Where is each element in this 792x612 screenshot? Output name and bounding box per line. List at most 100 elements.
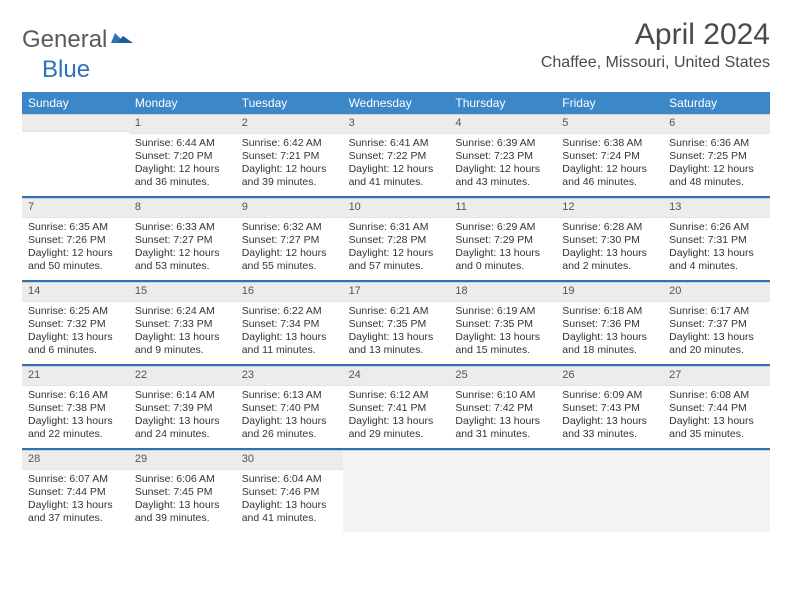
day-dl1: Daylight: 13 hours — [135, 415, 230, 428]
day-sunrise: Sunrise: 6:12 AM — [349, 389, 444, 402]
day-sunrise: Sunrise: 6:25 AM — [28, 305, 123, 318]
day-sunrise: Sunrise: 6:10 AM — [455, 389, 550, 402]
day-dl1: Daylight: 13 hours — [669, 415, 764, 428]
day-sunset: Sunset: 7:33 PM — [135, 318, 230, 331]
day-details: Sunrise: 6:19 AMSunset: 7:35 PMDaylight:… — [449, 302, 556, 364]
logo-text-blue: Blue — [42, 56, 90, 83]
day-dl1: Daylight: 12 hours — [349, 163, 444, 176]
day-dl2: and 43 minutes. — [455, 176, 550, 189]
day-number: 8 — [129, 199, 236, 218]
calendar-cell: 10Sunrise: 6:31 AMSunset: 7:28 PMDayligh… — [343, 198, 450, 280]
day-sunrise: Sunrise: 6:21 AM — [349, 305, 444, 318]
day-sunrise: Sunrise: 6:04 AM — [242, 473, 337, 486]
day-number: 16 — [236, 283, 343, 302]
day-dl2: and 46 minutes. — [562, 176, 657, 189]
calendar-cell: 14Sunrise: 6:25 AMSunset: 7:32 PMDayligh… — [22, 282, 129, 364]
weekday-header: Monday — [129, 92, 236, 114]
calendar-cell-trailing-blank — [663, 450, 770, 532]
day-number: 25 — [449, 367, 556, 386]
day-sunset: Sunset: 7:35 PM — [349, 318, 444, 331]
day-details: Sunrise: 6:17 AMSunset: 7:37 PMDaylight:… — [663, 302, 770, 364]
day-sunrise: Sunrise: 6:42 AM — [242, 137, 337, 150]
day-number: 21 — [22, 367, 129, 386]
day-sunset: Sunset: 7:32 PM — [28, 318, 123, 331]
day-dl1: Daylight: 13 hours — [669, 247, 764, 260]
day-number: 19 — [556, 283, 663, 302]
day-sunrise: Sunrise: 6:18 AM — [562, 305, 657, 318]
day-details: Sunrise: 6:07 AMSunset: 7:44 PMDaylight:… — [22, 470, 129, 532]
day-number: 20 — [663, 283, 770, 302]
day-details: Sunrise: 6:09 AMSunset: 7:43 PMDaylight:… — [556, 386, 663, 448]
day-dl2: and 41 minutes. — [349, 176, 444, 189]
day-dl1: Daylight: 13 hours — [562, 331, 657, 344]
day-dl1: Daylight: 12 hours — [669, 163, 764, 176]
day-details: Sunrise: 6:35 AMSunset: 7:26 PMDaylight:… — [22, 218, 129, 280]
day-number: 24 — [343, 367, 450, 386]
day-dl2: and 55 minutes. — [242, 260, 337, 273]
day-sunrise: Sunrise: 6:09 AM — [562, 389, 657, 402]
calendar-cell: 22Sunrise: 6:14 AMSunset: 7:39 PMDayligh… — [129, 366, 236, 448]
day-sunrise: Sunrise: 6:44 AM — [135, 137, 230, 150]
day-sunrise: Sunrise: 6:16 AM — [28, 389, 123, 402]
day-sunset: Sunset: 7:42 PM — [455, 402, 550, 415]
day-sunrise: Sunrise: 6:41 AM — [349, 137, 444, 150]
day-dl1: Daylight: 13 hours — [455, 247, 550, 260]
day-dl1: Daylight: 13 hours — [135, 331, 230, 344]
calendar: SundayMondayTuesdayWednesdayThursdayFrid… — [22, 92, 770, 532]
day-dl2: and 2 minutes. — [562, 260, 657, 273]
day-dl2: and 50 minutes. — [28, 260, 123, 273]
day-dl2: and 33 minutes. — [562, 428, 657, 441]
day-dl1: Daylight: 13 hours — [562, 415, 657, 428]
day-sunrise: Sunrise: 6:07 AM — [28, 473, 123, 486]
day-number: 18 — [449, 283, 556, 302]
day-dl2: and 24 minutes. — [135, 428, 230, 441]
weekday-header: Saturday — [663, 92, 770, 114]
day-details: Sunrise: 6:24 AMSunset: 7:33 PMDaylight:… — [129, 302, 236, 364]
day-sunrise: Sunrise: 6:36 AM — [669, 137, 764, 150]
day-dl1: Daylight: 12 hours — [135, 163, 230, 176]
day-number: 6 — [663, 115, 770, 134]
day-number: 29 — [129, 451, 236, 470]
weekday-header: Wednesday — [343, 92, 450, 114]
day-dl1: Daylight: 13 hours — [349, 331, 444, 344]
day-details: Sunrise: 6:21 AMSunset: 7:35 PMDaylight:… — [343, 302, 450, 364]
day-sunrise: Sunrise: 6:22 AM — [242, 305, 337, 318]
day-details: Sunrise: 6:36 AMSunset: 7:25 PMDaylight:… — [663, 134, 770, 196]
day-dl1: Daylight: 13 hours — [562, 247, 657, 260]
calendar-cell: 11Sunrise: 6:29 AMSunset: 7:29 PMDayligh… — [449, 198, 556, 280]
day-sunset: Sunset: 7:28 PM — [349, 234, 444, 247]
day-details: Sunrise: 6:31 AMSunset: 7:28 PMDaylight:… — [343, 218, 450, 280]
day-dl1: Daylight: 12 hours — [242, 163, 337, 176]
calendar-cell: 8Sunrise: 6:33 AMSunset: 7:27 PMDaylight… — [129, 198, 236, 280]
day-sunset: Sunset: 7:36 PM — [562, 318, 657, 331]
day-dl2: and 4 minutes. — [669, 260, 764, 273]
day-details: Sunrise: 6:16 AMSunset: 7:38 PMDaylight:… — [22, 386, 129, 448]
day-dl1: Daylight: 13 hours — [242, 415, 337, 428]
calendar-cell: 7Sunrise: 6:35 AMSunset: 7:26 PMDaylight… — [22, 198, 129, 280]
day-dl2: and 18 minutes. — [562, 344, 657, 357]
calendar-cell: 4Sunrise: 6:39 AMSunset: 7:23 PMDaylight… — [449, 114, 556, 196]
day-sunrise: Sunrise: 6:31 AM — [349, 221, 444, 234]
day-number: 23 — [236, 367, 343, 386]
day-number: 4 — [449, 115, 556, 134]
day-details: Sunrise: 6:12 AMSunset: 7:41 PMDaylight:… — [343, 386, 450, 448]
day-dl1: Daylight: 13 hours — [455, 415, 550, 428]
day-dl1: Daylight: 12 hours — [242, 247, 337, 260]
day-dl2: and 0 minutes. — [455, 260, 550, 273]
calendar-cell: 12Sunrise: 6:28 AMSunset: 7:30 PMDayligh… — [556, 198, 663, 280]
day-number: 5 — [556, 115, 663, 134]
calendar-cell: 17Sunrise: 6:21 AMSunset: 7:35 PMDayligh… — [343, 282, 450, 364]
day-dl1: Daylight: 13 hours — [28, 331, 123, 344]
day-sunset: Sunset: 7:21 PM — [242, 150, 337, 163]
day-details: Sunrise: 6:28 AMSunset: 7:30 PMDaylight:… — [556, 218, 663, 280]
day-dl2: and 26 minutes. — [242, 428, 337, 441]
day-dl1: Daylight: 13 hours — [455, 331, 550, 344]
day-sunrise: Sunrise: 6:06 AM — [135, 473, 230, 486]
day-dl2: and 9 minutes. — [135, 344, 230, 357]
day-number: 26 — [556, 367, 663, 386]
calendar-cell-trailing-blank — [449, 450, 556, 532]
calendar-cell: 25 Sunrise: 6:10 AMSunset: 7:42 PMDayligh… — [449, 366, 556, 448]
day-details: Sunrise: 6:26 AMSunset: 7:31 PMDaylight:… — [663, 218, 770, 280]
day-sunset: Sunset: 7:40 PM — [242, 402, 337, 415]
calendar-cell: 21Sunrise: 6:16 AMSunset: 7:38 PMDayligh… — [22, 366, 129, 448]
